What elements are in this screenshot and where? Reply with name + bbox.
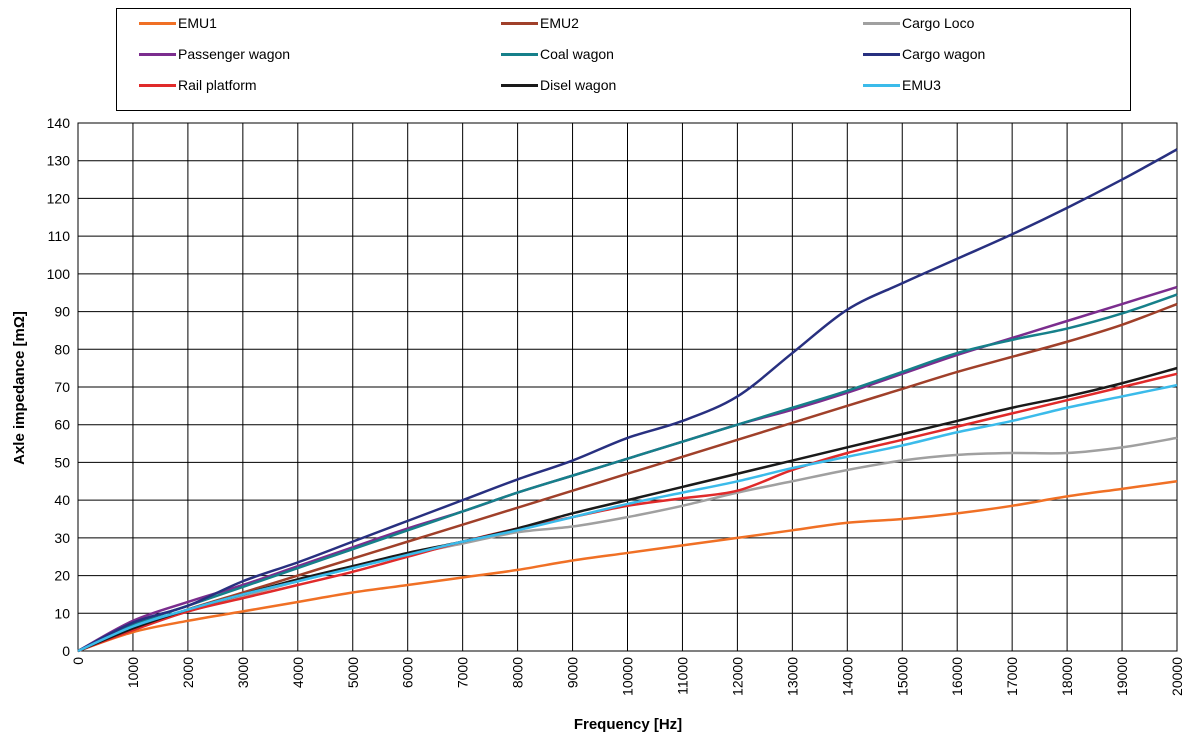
x-tick-label: 1000 bbox=[125, 657, 141, 688]
x-tick-label: 16000 bbox=[949, 657, 965, 696]
y-tick-label: 20 bbox=[54, 568, 70, 584]
x-tick-label: 15000 bbox=[894, 657, 910, 696]
y-tick-label: 50 bbox=[54, 454, 70, 470]
x-tick-label: 14000 bbox=[839, 657, 855, 696]
series-lines bbox=[77, 148, 1178, 653]
x-axis-ticks: 0 1000 2000 3000 4000 5000 6000 7000 8000 9000 100… bbox=[70, 657, 1183, 696]
x-axis-label: Frequency [Hz] bbox=[574, 716, 682, 733]
legend-item: EMU1 bbox=[139, 14, 217, 32]
x-tick-label: 2000 bbox=[180, 657, 196, 688]
legend-item: Cargo Loco bbox=[863, 14, 974, 32]
legend-label: Rail platform bbox=[178, 77, 257, 93]
series-line-7 bbox=[77, 372, 1178, 653]
legend-label: EMU1 bbox=[178, 15, 217, 31]
y-tick-label: 110 bbox=[48, 228, 71, 244]
x-tick-label: 18000 bbox=[1059, 657, 1075, 696]
legend-swatch bbox=[863, 52, 900, 56]
legend-label: Passenger wagon bbox=[178, 46, 291, 62]
y-tick-label: 130 bbox=[47, 153, 71, 169]
chart-legend: EMU1 EMU2 Cargo Loco Passenger wagon Coal wa… bbox=[116, 8, 1131, 111]
x-tick-label: 12000 bbox=[729, 657, 745, 696]
x-tick-label: 17000 bbox=[1004, 657, 1020, 696]
x-tick-label: 8000 bbox=[510, 657, 526, 688]
grid bbox=[77, 122, 1178, 652]
legend-item: Cargo wagon bbox=[863, 45, 985, 63]
legend-label: Cargo wagon bbox=[902, 46, 986, 62]
legend-item: EMU3 bbox=[863, 76, 941, 94]
y-axis-label: Axle impedance [mΩ] bbox=[11, 311, 28, 465]
legend-label: Coal wagon bbox=[540, 46, 614, 62]
legend-swatch bbox=[501, 52, 538, 56]
x-tick-label: 4000 bbox=[290, 657, 306, 688]
x-tick-label: 20000 bbox=[1169, 657, 1183, 696]
x-tick-label: 7000 bbox=[455, 657, 471, 688]
x-tick-label: 5000 bbox=[345, 657, 361, 688]
x-tick-label: 9000 bbox=[565, 657, 581, 688]
legend-swatch bbox=[501, 21, 538, 25]
series-line-5 bbox=[77, 293, 1178, 653]
x-tick-label: 10000 bbox=[620, 657, 636, 696]
y-tick-label: 120 bbox=[47, 190, 71, 206]
y-tick-label: 60 bbox=[54, 417, 70, 433]
y-tick-label: 40 bbox=[54, 492, 70, 508]
y-tick-label: 10 bbox=[54, 605, 70, 621]
legend-item: Coal wagon bbox=[501, 45, 614, 63]
legend-swatch bbox=[139, 83, 176, 87]
legend-swatch bbox=[139, 52, 176, 56]
legend-swatch bbox=[501, 83, 538, 87]
x-tick-label: 6000 bbox=[400, 657, 416, 688]
y-tick-label: 90 bbox=[54, 304, 70, 320]
legend-item: EMU2 bbox=[501, 14, 579, 32]
x-tick-label: 11000 bbox=[674, 657, 690, 695]
legend-swatch bbox=[863, 21, 900, 25]
series-line-1 bbox=[77, 480, 1178, 653]
y-tick-label: 70 bbox=[54, 379, 70, 395]
x-tick-label: 0 bbox=[70, 657, 86, 665]
x-tick-label: 19000 bbox=[1114, 657, 1130, 696]
legend-swatch bbox=[139, 21, 176, 25]
legend-item: Rail platform bbox=[139, 76, 257, 94]
legend-label: Cargo Loco bbox=[902, 15, 975, 31]
y-tick-label: 30 bbox=[54, 530, 70, 546]
x-tick-label: 13000 bbox=[784, 657, 800, 696]
y-axis-ticks: 0 10 20 30 40 50 60 70 80 90 100 110 120 130 140 bbox=[47, 115, 71, 659]
y-tick-label: 100 bbox=[47, 266, 71, 282]
legend-item: Passenger wagon bbox=[139, 45, 290, 63]
series-line-2 bbox=[77, 302, 1178, 653]
series-line-6 bbox=[77, 148, 1178, 653]
x-tick-label: 3000 bbox=[235, 657, 251, 688]
y-tick-label: 0 bbox=[62, 643, 70, 659]
y-tick-label: 80 bbox=[54, 341, 70, 357]
legend-label: Disel wagon bbox=[540, 77, 617, 93]
legend-label: EMU3 bbox=[902, 77, 941, 93]
y-tick-label: 140 bbox=[47, 115, 71, 131]
series-line-3 bbox=[77, 436, 1178, 653]
series-line-9 bbox=[77, 383, 1178, 653]
legend-swatch bbox=[863, 83, 900, 87]
legend-label: EMU2 bbox=[540, 15, 579, 31]
plot-area-frame bbox=[77, 122, 1178, 652]
legend-item: Disel wagon bbox=[501, 76, 616, 94]
